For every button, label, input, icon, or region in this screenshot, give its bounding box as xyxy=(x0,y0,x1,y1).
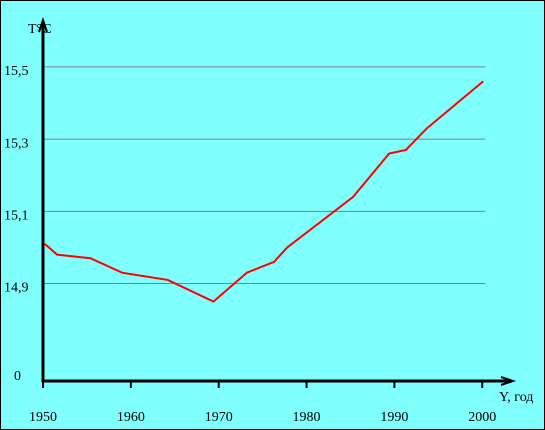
y-tick-label: 15,1 xyxy=(4,209,29,224)
x-tick-label: 1980 xyxy=(293,410,321,425)
y-tick-label: 14,9 xyxy=(4,281,29,296)
y-tick-label: 15,3 xyxy=(4,136,29,151)
x-axis-arrow xyxy=(500,376,517,386)
x-tick-label: 1960 xyxy=(117,410,145,425)
x-tick-label: 1990 xyxy=(380,410,408,425)
y-origin-label: 0 xyxy=(14,369,21,384)
y-axis-arrow xyxy=(38,16,48,33)
y-tick-label: 15,5 xyxy=(4,64,29,79)
x-tick-label: 1970 xyxy=(205,410,233,425)
x-tick-label: 2000 xyxy=(468,410,496,425)
x-tick-label: 1950 xyxy=(29,410,57,425)
x-axis-label: Y, год xyxy=(499,390,533,405)
data-line xyxy=(44,80,484,303)
